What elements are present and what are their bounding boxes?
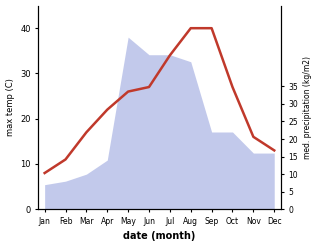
- X-axis label: date (month): date (month): [123, 231, 196, 242]
- Y-axis label: med. precipitation (kg/m2): med. precipitation (kg/m2): [303, 56, 313, 159]
- Y-axis label: max temp (C): max temp (C): [5, 79, 15, 136]
